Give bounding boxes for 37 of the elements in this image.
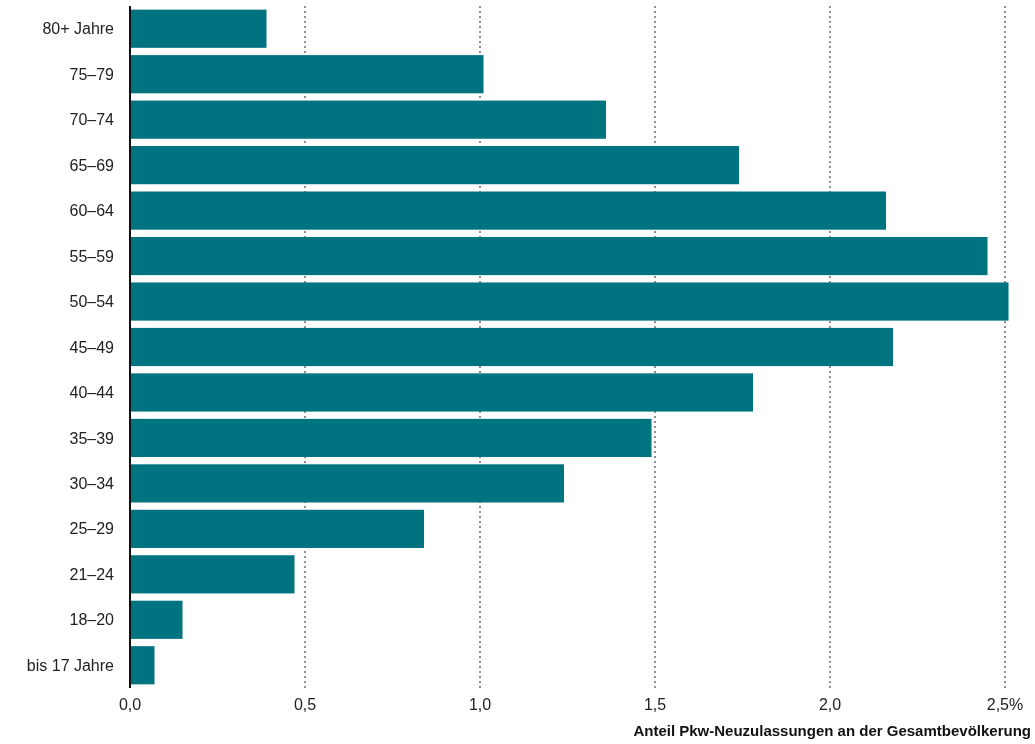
x-tick-label: 1,0 xyxy=(468,696,492,713)
y-tick-label: 50–54 xyxy=(69,293,115,311)
bar xyxy=(130,464,564,503)
x-tick-label: 0,5 xyxy=(293,696,317,713)
y-tick-label: 75–79 xyxy=(69,65,115,83)
bar xyxy=(130,600,183,639)
bar xyxy=(130,418,652,458)
bar xyxy=(130,236,988,276)
y-tick-label: 18–20 xyxy=(69,611,115,629)
bar xyxy=(130,555,295,594)
y-tick-label: 21–24 xyxy=(69,565,115,583)
y-tick-label: 70–74 xyxy=(69,111,115,129)
x-axis-title: Anteil Pkw-Neuzulassungen an der Gesamtbevölkerung xyxy=(633,722,1031,739)
bar xyxy=(130,646,155,685)
bar xyxy=(130,191,886,230)
x-tick-label: 0,0 xyxy=(118,696,142,713)
y-tick-label: bis 17 Jahre xyxy=(26,656,115,674)
bar xyxy=(130,373,753,412)
y-tick-label: 40–44 xyxy=(69,384,115,402)
bar xyxy=(130,509,424,548)
y-tick-label: 80+ Jahre xyxy=(42,20,115,38)
y-tick-label: 30–34 xyxy=(69,475,115,492)
y-tick-label: 65–69 xyxy=(69,156,115,174)
y-tick-label: 60–64 xyxy=(69,202,115,220)
bar xyxy=(130,100,606,139)
bar xyxy=(130,55,484,94)
bar xyxy=(130,327,893,367)
y-tick-label: 35–39 xyxy=(69,429,115,447)
bar xyxy=(130,9,267,48)
y-tick-label: 45–49 xyxy=(69,338,115,356)
x-tick-label: 2,0 xyxy=(818,696,842,713)
x-tick-label: 1,5 xyxy=(643,696,667,713)
y-tick-label: 25–29 xyxy=(69,520,115,538)
x-tick-label: 2,5% xyxy=(986,696,1024,713)
bar xyxy=(130,282,1009,321)
y-tick-label: 55–59 xyxy=(69,247,115,265)
bar xyxy=(130,146,739,185)
